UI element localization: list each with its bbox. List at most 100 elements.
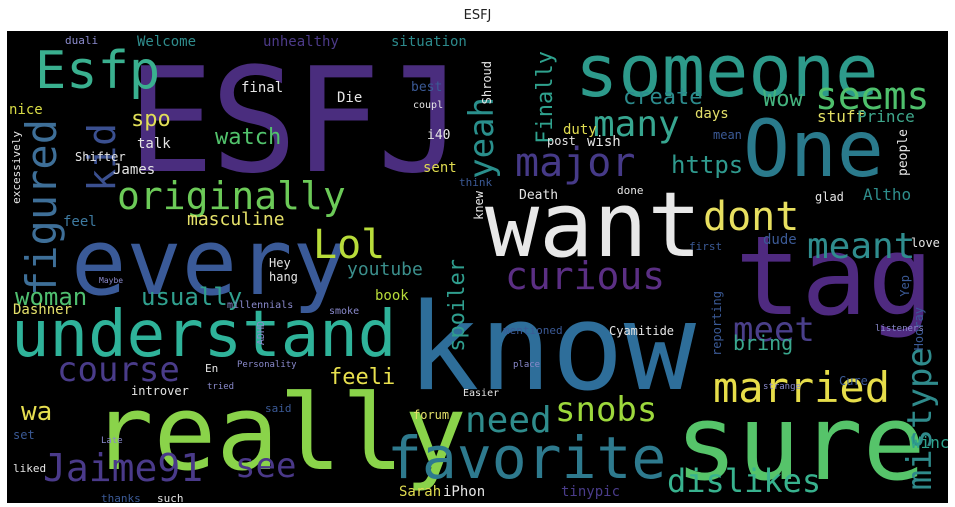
word: every bbox=[71, 209, 348, 316]
word: One bbox=[743, 105, 884, 195]
word: spo bbox=[131, 107, 171, 132]
word: wish bbox=[587, 134, 621, 150]
word: listeners bbox=[875, 324, 924, 334]
word: Shifter bbox=[75, 150, 126, 164]
word: seems bbox=[815, 74, 930, 118]
word: stuff bbox=[817, 107, 866, 126]
word: done bbox=[617, 184, 644, 197]
word: days bbox=[695, 106, 729, 122]
word: Personality bbox=[237, 360, 297, 370]
word: feeli bbox=[329, 365, 396, 390]
word: Sarah bbox=[399, 484, 442, 500]
word: need bbox=[465, 400, 552, 441]
word: Shroud bbox=[480, 61, 494, 105]
word: set bbox=[13, 428, 35, 442]
word: Wow bbox=[763, 87, 803, 112]
word: coupl bbox=[413, 100, 444, 111]
word: dislikes bbox=[667, 462, 822, 500]
word: excessively bbox=[10, 131, 23, 204]
word: tinypic bbox=[561, 484, 621, 500]
word: Die bbox=[337, 90, 363, 106]
word: Finally bbox=[533, 51, 558, 144]
word: bring bbox=[733, 331, 794, 355]
word: dont bbox=[703, 194, 800, 240]
word: Esfp bbox=[35, 41, 161, 101]
word: unhealthy bbox=[263, 34, 339, 50]
word: thanks bbox=[101, 492, 141, 503]
word: i40 bbox=[427, 128, 451, 143]
word: love bbox=[911, 236, 940, 250]
word: watch bbox=[215, 125, 282, 150]
word: youtube bbox=[347, 259, 423, 280]
word: introver bbox=[131, 384, 189, 398]
word: Late bbox=[101, 436, 123, 446]
word: Prince bbox=[857, 107, 915, 126]
word: feel bbox=[63, 214, 97, 230]
word: mistype bbox=[900, 347, 940, 491]
word: forum bbox=[413, 408, 450, 422]
word: place bbox=[513, 360, 541, 370]
word: duty bbox=[563, 122, 597, 138]
word: liked bbox=[13, 462, 47, 475]
word: ADHD bbox=[256, 321, 267, 346]
word-cloud: ESFJ someone One Esfp want every tag kno… bbox=[7, 31, 948, 503]
word: post bbox=[547, 134, 576, 148]
word: first bbox=[689, 240, 723, 253]
word: snobs bbox=[555, 390, 658, 430]
word: Cyamitide bbox=[609, 324, 675, 338]
word: strange bbox=[763, 382, 801, 392]
word: figured bbox=[17, 119, 66, 297]
word: want bbox=[485, 173, 702, 278]
word: sent bbox=[423, 160, 457, 176]
word: someone bbox=[575, 31, 879, 113]
word: iPhon bbox=[443, 484, 486, 500]
word: see bbox=[235, 446, 297, 486]
word: book bbox=[375, 288, 409, 304]
word: curious bbox=[505, 254, 666, 298]
word: usually bbox=[141, 283, 243, 311]
word: yeah bbox=[462, 97, 502, 179]
word: dude bbox=[763, 232, 797, 248]
word: Maybe bbox=[99, 276, 124, 285]
word: major bbox=[515, 140, 636, 186]
word: Jaime91 bbox=[43, 446, 204, 490]
word: think bbox=[459, 176, 493, 189]
word: really bbox=[91, 372, 467, 494]
word: duali bbox=[65, 34, 99, 47]
word: favorite bbox=[387, 424, 667, 492]
word: spoiler bbox=[445, 259, 470, 352]
word: people bbox=[896, 129, 911, 176]
word: meant bbox=[807, 226, 916, 267]
word: create bbox=[623, 85, 703, 110]
word: Easier bbox=[463, 388, 500, 399]
word: mean bbox=[713, 128, 742, 142]
word: masculine bbox=[187, 209, 285, 230]
word: originally bbox=[117, 174, 346, 218]
word: En bbox=[205, 362, 219, 375]
word: knew bbox=[472, 191, 486, 220]
word: Hey bbox=[269, 256, 291, 270]
word: https bbox=[671, 151, 744, 179]
word: married bbox=[713, 363, 891, 412]
word: glad bbox=[815, 190, 844, 204]
word: Yep bbox=[898, 275, 912, 297]
word: Altho bbox=[863, 185, 912, 204]
word: James bbox=[113, 162, 156, 178]
word: talk bbox=[137, 136, 171, 152]
word: wa bbox=[21, 397, 53, 427]
word: smoke bbox=[329, 306, 360, 317]
word: ESFJ bbox=[127, 37, 464, 206]
word: Cure bbox=[839, 374, 868, 388]
word: woman bbox=[15, 283, 88, 311]
word: course bbox=[57, 350, 180, 390]
word: Lol bbox=[313, 222, 386, 268]
word: Welcome bbox=[137, 34, 197, 50]
chart-title: ESFJ bbox=[463, 8, 492, 23]
word: final bbox=[241, 80, 284, 96]
word: Death bbox=[519, 188, 559, 203]
word: Dashner bbox=[13, 302, 73, 318]
word: said bbox=[265, 402, 292, 415]
word: best bbox=[411, 80, 443, 95]
word: mentioned bbox=[503, 324, 563, 337]
word: know bbox=[407, 279, 696, 418]
